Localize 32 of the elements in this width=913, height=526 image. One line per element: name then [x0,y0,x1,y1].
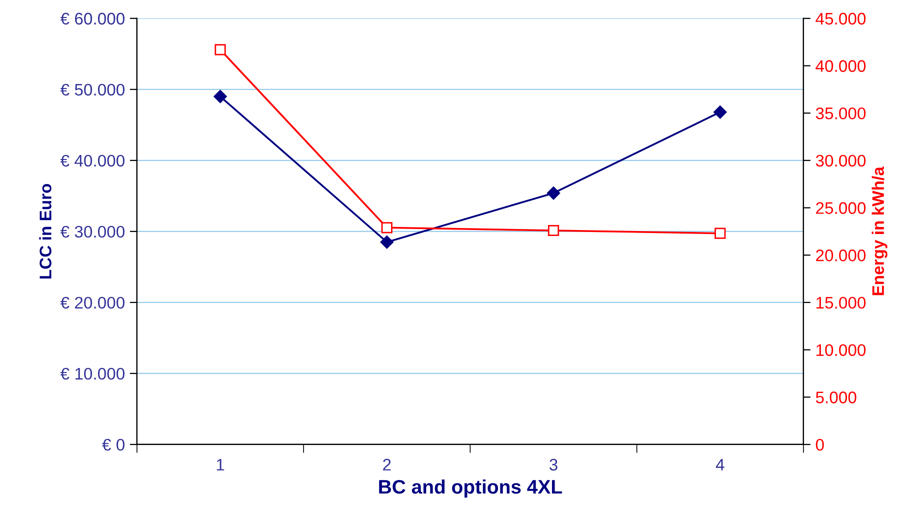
point [380,236,394,249]
x-tick-label: 1 [216,458,224,470]
y-tick-label: € 0 [102,438,124,451]
y2-tick-label: 0 [816,438,824,451]
point [714,228,726,239]
point [381,222,392,234]
y2-tick-label: 30.000 [816,154,866,167]
point [546,186,560,200]
point [548,224,560,236]
y2-tick-label: 35.000 [816,107,866,120]
y-tick-label: € 60.000 [60,12,124,25]
y2-tick-label: 15.000 [816,296,866,309]
y-axis-title: LCC in Euro [39,184,52,278]
y-tick-label: € 20.000 [60,296,124,309]
x-tick-label: 2 [383,458,391,470]
point [714,106,727,119]
point [214,90,227,104]
point [214,44,226,56]
y2-axis-title: Energy in kWh/a [872,166,888,296]
x-tick-label: 4 [716,458,724,470]
y2-tick-label: 25.000 [816,202,866,214]
y-tick-label: € 10.000 [60,368,124,380]
y-tick-label: € 30.000 [60,226,124,238]
y2-tick-label: 20.000 [816,250,866,262]
y2-tick-label: 5.000 [816,392,856,404]
x-tick-label: 3 [550,458,558,471]
y2-tick-label: 45.000 [816,12,866,25]
y-tick-label: € 40.000 [60,154,124,167]
y2-tick-label: 10.000 [816,344,866,356]
y2-tick-label: 40.000 [816,60,866,72]
x-axis-title: BC and options 4XL [379,479,562,498]
y-tick-label: € 50.000 [60,84,124,96]
